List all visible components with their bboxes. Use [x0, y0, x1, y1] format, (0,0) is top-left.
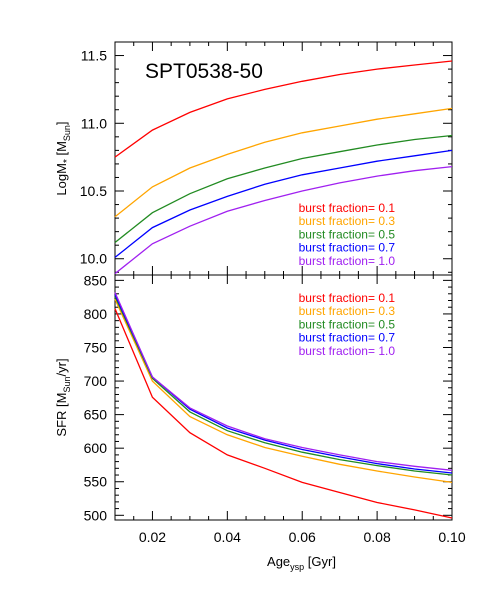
x-tick-label: 0.02	[139, 529, 166, 545]
series-line	[114, 298, 453, 484]
x-axis-label: Ageysp [Gyr]	[267, 554, 336, 572]
x-tick-label: 0.04	[214, 529, 241, 545]
chart-title: SPT0538-50	[145, 60, 263, 83]
series-line	[114, 308, 453, 519]
panel-sfr: 500 550 600 650 700 750 800 850 0.02 0.04 0.06 0.08…	[54, 272, 466, 572]
y-tick-label: 11.0	[81, 115, 107, 131]
y-axis-label: LogM* [MSun]	[54, 121, 73, 195]
series-line	[114, 60, 453, 158]
y-tick-label: 11.5	[81, 48, 107, 64]
x-tick-label: 0.08	[363, 529, 390, 545]
series-line	[114, 107, 453, 218]
series-line	[114, 294, 453, 474]
plot-frame	[114, 274, 453, 521]
series-line	[114, 134, 453, 244]
y-tick-label: 650	[84, 407, 108, 423]
legend-entry: burst fraction= 0.3	[299, 304, 396, 318]
legend-entry: burst fraction= 0.1	[299, 201, 396, 215]
series-line	[114, 149, 453, 258]
y-tick-label: 800	[84, 306, 108, 322]
y-tick-label: 750	[84, 339, 108, 355]
legend-entry: burst fraction= 0.7	[299, 241, 396, 255]
y-tick-label: 600	[84, 440, 108, 456]
y-tick-label: 550	[84, 474, 108, 490]
series-line	[114, 296, 453, 476]
x-tick-label: 0.10	[438, 529, 465, 545]
y-tick-label: 700	[84, 373, 108, 389]
legend-entry: burst fraction= 0.7	[299, 331, 396, 345]
y-tick-label: 850	[84, 272, 108, 288]
y-tick-label: 500	[84, 507, 108, 523]
series-line	[114, 165, 453, 275]
y-axis-label: SFR [MSun/yr]	[54, 358, 72, 436]
legend-entry: burst fraction= 0.1	[299, 291, 396, 305]
legend-entry: burst fraction= 0.5	[299, 317, 396, 331]
legend-entry: burst fraction= 0.5	[299, 227, 396, 241]
panels: 10.0 10.5 11.0 11.5 SPT0538-50 burst fraction…	[54, 41, 466, 572]
series-line	[114, 292, 453, 471]
legend-entry: burst fraction= 1.0	[299, 254, 396, 268]
legend-entry: burst fraction= 1.0	[299, 344, 396, 358]
y-tick-label: 10.5	[80, 183, 107, 199]
y-tick-label: 10.0	[80, 251, 107, 267]
legend-entry: burst fraction= 0.3	[299, 214, 396, 228]
x-tick-label: 0.06	[289, 529, 316, 545]
panel-stellar-mass: 10.0 10.5 11.0 11.5 SPT0538-50 burst fraction…	[54, 41, 453, 276]
